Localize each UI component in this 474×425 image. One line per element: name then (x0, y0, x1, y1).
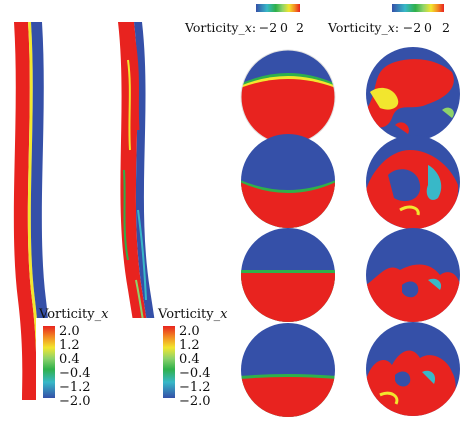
top-colorbar-left-tick-min: −2 (259, 20, 277, 35)
top-colorbar-right-tick-min: −2 (403, 20, 421, 35)
left-legend-tick: 1.2 (59, 338, 80, 353)
laminar-tube (13, 22, 51, 400)
top-colorbar-left-tick-mid: 0 (280, 20, 288, 35)
right-legend-title: Vorticity_x (157, 307, 228, 322)
laminar-section-4 (241, 323, 335, 417)
top-colorbar-left-title: Vorticity_x: (184, 20, 256, 35)
right-legend-tick: 0.4 (179, 352, 200, 367)
top-colorbar-left: Vorticity_x: −2 0 2 (184, 4, 304, 35)
turbulent-section-4 (366, 322, 460, 416)
left-legend-title: Vorticity_x (38, 307, 109, 322)
top-colorbar-right-tick-max: 2 (442, 20, 450, 35)
right-legend-tick: 1.2 (179, 338, 200, 353)
left-legend: Vorticity_x 2.0 1.2 0.4 −0.4 −1.2 −2.0 (36, 307, 156, 409)
left-legend-tick: −2.0 (59, 394, 91, 409)
right-legend-tick: −1.2 (179, 380, 211, 395)
turbulent-section-1 (366, 47, 460, 141)
top-colorbar-left-tick-max: 2 (296, 20, 304, 35)
turbulent-section-3 (366, 228, 460, 322)
right-legend-tick: 2.0 (179, 324, 200, 339)
laminar-section-3 (241, 228, 335, 322)
left-legend-tick: 2.0 (59, 324, 80, 339)
top-colorbar-right: Vorticity_x: −2 0 2 (327, 4, 450, 35)
top-colorbar-right-tick-mid: 0 (424, 20, 432, 35)
right-legend: Vorticity_x 2.0 1.2 0.4 −0.4 −1.2 −2.0 (156, 307, 228, 409)
laminar-section-1 (240, 49, 336, 145)
top-colorbar-right-title: Vorticity_x: (327, 20, 399, 35)
laminar-section-2 (241, 134, 335, 228)
turbulent-section-2 (366, 135, 460, 229)
left-legend-tick: 0.4 (59, 352, 80, 367)
left-legend-tick: −0.4 (59, 366, 91, 381)
right-legend-tick: −0.4 (179, 366, 211, 381)
left-legend-tick: −1.2 (59, 380, 91, 395)
right-legend-tick: −2.0 (179, 394, 211, 409)
